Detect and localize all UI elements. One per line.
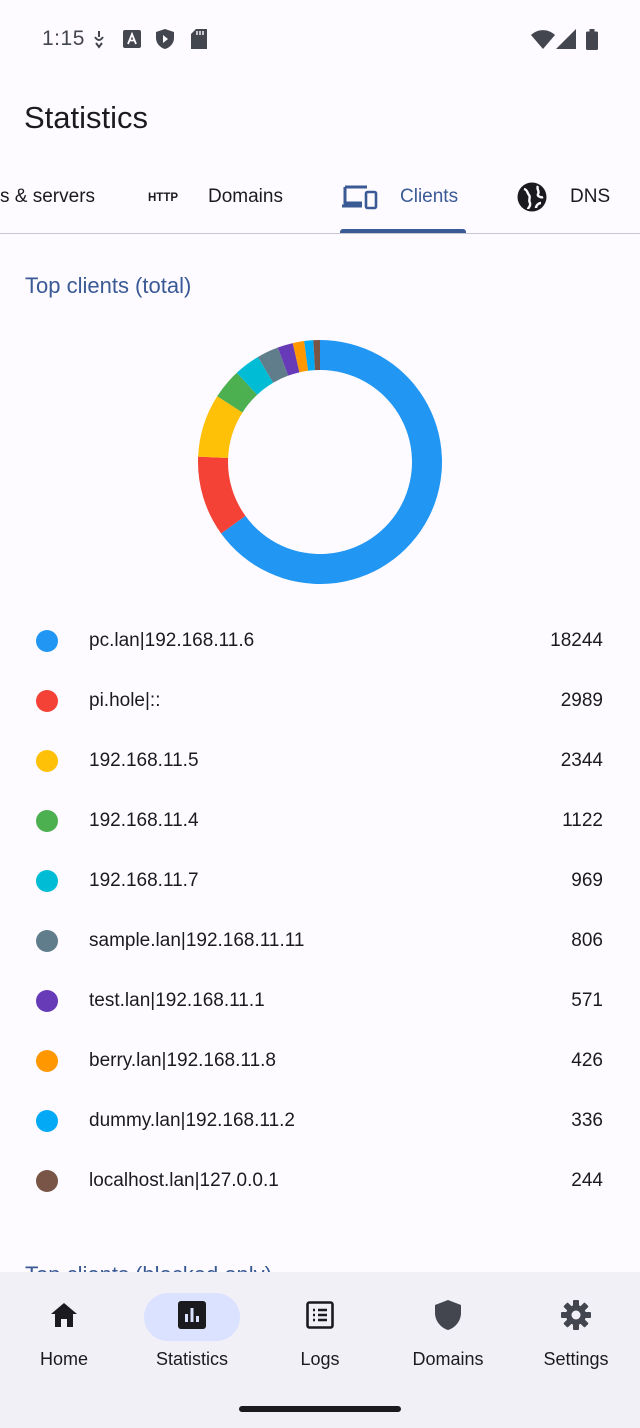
gesture-navigation-bar[interactable] bbox=[239, 1406, 401, 1412]
nav-label: Domains bbox=[412, 1349, 484, 1369]
page-title: Statistics bbox=[24, 100, 149, 135]
donut-slice bbox=[292, 341, 309, 373]
gear-icon bbox=[561, 1299, 591, 1335]
tab-queries-servers[interactable]: s & servers bbox=[0, 160, 95, 233]
http-icon-text: HTTP bbox=[148, 192, 178, 204]
home-icon bbox=[50, 1302, 78, 1333]
client-name: berry.lan|192.168.11.8 bbox=[89, 1050, 276, 1071]
client-name: test.lan|192.168.11.1 bbox=[89, 990, 265, 1011]
client-color-dot bbox=[36, 1050, 58, 1072]
client-row[interactable]: localhost.lan|127.0.0.1 244 bbox=[0, 1151, 640, 1211]
clients-donut-chart bbox=[198, 340, 442, 584]
client-count: 426 bbox=[571, 1050, 603, 1071]
client-name: sample.lan|192.168.11.11 bbox=[89, 930, 305, 951]
shield-icon bbox=[435, 1299, 461, 1335]
client-count: 2989 bbox=[560, 690, 603, 711]
bar-chart-icon bbox=[178, 1300, 206, 1334]
status-time: 1:15 bbox=[42, 27, 85, 50]
client-count: 18244 bbox=[550, 630, 603, 651]
nav-indicator bbox=[400, 1293, 496, 1341]
client-color-dot bbox=[36, 630, 58, 652]
client-row[interactable]: pc.lan|192.168.11.6 18244 bbox=[0, 611, 640, 671]
active-tab-indicator bbox=[340, 229, 466, 233]
nav-domains[interactable]: Domains bbox=[384, 1272, 512, 1392]
client-row[interactable]: sample.lan|192.168.11.11 806 bbox=[0, 911, 640, 971]
bottom-navigation: Home Statistics Logs Do bbox=[0, 1272, 640, 1428]
donut-slice bbox=[277, 343, 300, 376]
tab-label: DNS bbox=[570, 185, 611, 207]
tab-domains[interactable]: HTTP Domains bbox=[148, 160, 283, 233]
donut-slice bbox=[257, 347, 289, 383]
client-row[interactable]: berry.lan|192.168.11.8 426 bbox=[0, 1031, 640, 1091]
client-count: 571 bbox=[571, 990, 603, 1011]
client-color-dot bbox=[36, 690, 58, 712]
client-name: dummy.lan|192.168.11.2 bbox=[89, 1110, 295, 1131]
nav-statistics[interactable]: Statistics bbox=[128, 1272, 256, 1392]
globe-icon bbox=[516, 181, 548, 213]
nav-label: Home bbox=[39, 1349, 88, 1369]
client-count: 806 bbox=[571, 930, 603, 951]
nav-label: Statistics bbox=[155, 1349, 229, 1369]
client-color-dot bbox=[36, 930, 58, 952]
donut-slice bbox=[217, 372, 258, 413]
client-color-dot bbox=[36, 990, 58, 1012]
client-count: 244 bbox=[571, 1170, 603, 1191]
client-color-dot bbox=[36, 1110, 58, 1132]
client-name: localhost.lan|127.0.0.1 bbox=[89, 1170, 279, 1191]
client-name: 192.168.11.4 bbox=[89, 810, 199, 831]
nav-indicator bbox=[272, 1293, 368, 1341]
donut-slice bbox=[198, 456, 246, 534]
client-list: pc.lan|192.168.11.6 18244 pi.hole|:: 2989 19… bbox=[0, 611, 640, 1211]
client-row[interactable]: 192.168.11.7 969 bbox=[0, 851, 640, 911]
tab-label: s & servers bbox=[0, 185, 96, 207]
client-color-dot bbox=[36, 810, 58, 832]
nav-label: Logs bbox=[300, 1349, 340, 1369]
battery-icon bbox=[585, 28, 599, 50]
client-count: 969 bbox=[571, 870, 603, 891]
nav-home[interactable]: Home bbox=[0, 1272, 128, 1392]
notification-icon bbox=[91, 28, 107, 50]
client-name: 192.168.11.5 bbox=[89, 750, 199, 771]
nav-settings[interactable]: Settings bbox=[512, 1272, 640, 1392]
signal-icon bbox=[556, 28, 576, 50]
nav-indicator bbox=[144, 1293, 240, 1341]
list-icon bbox=[306, 1300, 334, 1334]
client-row[interactable]: 192.168.11.5 2344 bbox=[0, 731, 640, 791]
client-row[interactable]: pi.hole|:: 2989 bbox=[0, 671, 640, 731]
client-row[interactable]: dummy.lan|192.168.11.2 336 bbox=[0, 1091, 640, 1151]
tab-label: Clients bbox=[400, 185, 459, 207]
client-color-dot bbox=[36, 1170, 58, 1192]
donut-slice bbox=[304, 340, 315, 371]
client-count: 336 bbox=[571, 1110, 603, 1131]
shield-icon bbox=[156, 28, 174, 50]
donut-slice bbox=[313, 340, 320, 371]
nav-label: Settings bbox=[543, 1349, 609, 1369]
tab-label: Domains bbox=[208, 185, 283, 207]
nav-indicator bbox=[528, 1293, 624, 1341]
client-row[interactable]: test.lan|192.168.11.1 571 bbox=[0, 971, 640, 1031]
donut-slice bbox=[198, 396, 243, 458]
http-icon: HTTP bbox=[148, 190, 186, 204]
status-bar: 1:15 bbox=[0, 0, 640, 78]
client-name: pi.hole|:: bbox=[89, 690, 161, 711]
devices-icon bbox=[340, 184, 378, 210]
client-color-dot bbox=[36, 870, 58, 892]
tab-bar: s & servers HTTP Domains Clients DNS bbox=[0, 160, 640, 234]
sd-card-icon bbox=[190, 28, 207, 50]
client-name: 192.168.11.7 bbox=[89, 870, 199, 891]
client-name: pc.lan|192.168.11.6 bbox=[89, 630, 255, 651]
tab-dns[interactable]: DNS bbox=[516, 160, 610, 233]
section-title: Top clients (total) bbox=[25, 273, 192, 298]
client-count: 1122 bbox=[562, 810, 603, 831]
client-row[interactable]: 192.168.11.4 1122 bbox=[0, 791, 640, 851]
nav-indicator bbox=[16, 1293, 112, 1341]
tab-clients[interactable]: Clients bbox=[340, 160, 458, 233]
client-count: 2344 bbox=[560, 750, 603, 771]
client-color-dot bbox=[36, 750, 58, 772]
wifi-icon bbox=[531, 28, 555, 50]
donut-slice bbox=[236, 356, 274, 395]
font-icon bbox=[123, 28, 141, 50]
nav-logs[interactable]: Logs bbox=[256, 1272, 384, 1392]
